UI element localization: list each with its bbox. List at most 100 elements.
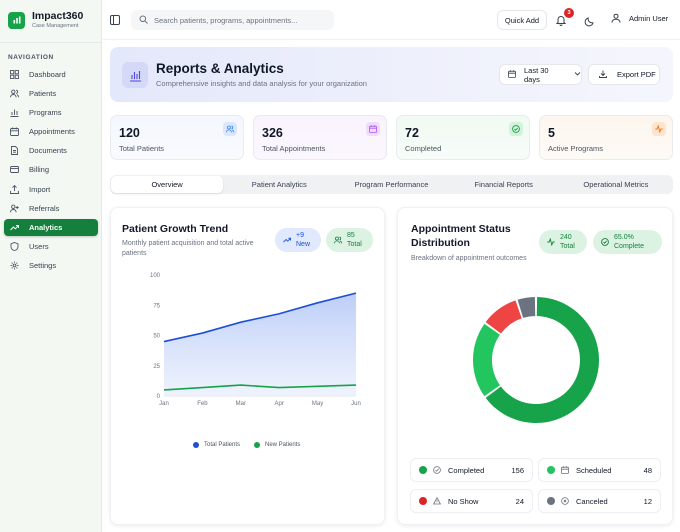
- x-tick-label: Jun: [351, 401, 361, 407]
- status-canceled: Canceled 12: [538, 489, 661, 513]
- sidebar-item-label: Billing: [29, 165, 50, 175]
- date-range-select[interactable]: Last 30 days: [499, 64, 582, 85]
- page-header: Reports & Analytics Comprehensive insigh…: [110, 47, 673, 102]
- y-tick-label: 25: [153, 364, 160, 370]
- sidebar-item-label: Users: [29, 241, 49, 251]
- tab-overview[interactable]: Overview: [111, 176, 224, 193]
- status-count: 24: [515, 496, 524, 506]
- sidebar-item-referrals[interactable]: Referrals: [4, 200, 98, 217]
- new-patients-pill: +9 New: [275, 228, 321, 252]
- bar-chart-icon: [10, 108, 19, 118]
- export-pdf-button[interactable]: Export PDF: [588, 64, 660, 85]
- card-subtitle: Monthly patient acquisition and total ac…: [122, 240, 254, 257]
- sidebar-item-label: Dashboard: [29, 70, 66, 79]
- calendar-icon: [508, 69, 516, 80]
- tab-program-performance[interactable]: Program Performance: [354, 180, 429, 189]
- sidebar-item-label: Import: [29, 184, 51, 194]
- sidebar-item-billing[interactable]: Billing: [4, 161, 98, 178]
- y-tick-label: 0: [157, 394, 161, 400]
- status-count: 12: [643, 496, 652, 506]
- bell-icon[interactable]: [555, 13, 569, 27]
- trending-up-icon: [283, 236, 291, 244]
- moon-icon[interactable]: [584, 14, 596, 27]
- date-range-value: Last 30 days: [524, 65, 549, 84]
- x-tick-label: Feb: [197, 401, 208, 407]
- chevron-down-icon: [574, 70, 581, 79]
- trending-up-icon: [10, 223, 19, 232]
- check-circle-icon: [601, 238, 609, 246]
- quick-add-button[interactable]: Quick Add: [497, 10, 547, 30]
- tab-financial-reports[interactable]: Financial Reports: [474, 180, 533, 189]
- sidebar-item-patients[interactable]: Patients: [4, 85, 98, 102]
- pill-label: 65.0% Complete: [614, 234, 644, 250]
- status-label: No Show: [448, 496, 479, 506]
- stat-value: 120: [119, 126, 140, 140]
- status-swatch: [419, 497, 427, 505]
- x-tick-label: May: [312, 401, 323, 407]
- status-scheduled: Scheduled 48: [538, 458, 661, 482]
- sidebar-item-dashboard[interactable]: Dashboard: [4, 66, 98, 83]
- card-title: Patient Growth Trend: [122, 223, 229, 235]
- total-patients-pill: 85 Total: [326, 228, 373, 252]
- donut-slice-completed: [485, 297, 599, 423]
- sidebar-item-users[interactable]: Users: [4, 238, 98, 255]
- sidebar-item-label: Referrals: [29, 203, 60, 213]
- users-icon: [10, 89, 19, 98]
- search-icon: [139, 11, 148, 29]
- y-tick-label: 50: [153, 334, 160, 340]
- logo-icon: [8, 11, 25, 29]
- sidebar-item-label: Analytics: [29, 222, 63, 232]
- sidebar-item-programs[interactable]: Programs: [4, 104, 98, 121]
- tab-operational-metrics[interactable]: Operational Metrics: [583, 180, 649, 189]
- sidebar-toggle-icon[interactable]: [109, 13, 121, 25]
- brand[interactable]: Impact360 Case Management: [8, 10, 83, 30]
- search-bar[interactable]: [131, 10, 334, 30]
- legend-new-patients: New Patients: [254, 442, 300, 448]
- topbar: Quick Add 3 Admin User: [103, 0, 680, 40]
- sidebar-item-label: Settings: [29, 260, 57, 270]
- x-tick-label: Jan: [159, 401, 169, 407]
- sidebar-item-appointments[interactable]: Appointments: [4, 123, 98, 140]
- x-tick-label: Apr: [275, 401, 284, 407]
- brand-subtitle: Case Management: [32, 23, 79, 29]
- legend-label: Total Patients: [204, 442, 241, 448]
- donut-slice-scheduled: [473, 323, 500, 397]
- status-label: Scheduled: [576, 465, 612, 475]
- sidebar-item-settings[interactable]: Settings: [4, 257, 98, 274]
- legend-label: New Patients: [265, 442, 301, 448]
- stat-label: Active Programs: [548, 144, 604, 153]
- patient-growth-chart: 0 25 50 75 100 Jan Feb Mar Apr May Jun: [150, 273, 361, 407]
- donut-slice-canceled: [517, 297, 536, 318]
- sidebar-item-import[interactable]: Import: [4, 181, 98, 198]
- legend-swatch: [193, 442, 199, 448]
- total-patients-area: [164, 293, 356, 396]
- appointment-donut-chart: [473, 297, 599, 423]
- calendar-icon: [10, 127, 19, 137]
- calendar-icon: [366, 122, 380, 136]
- sidebar-item-analytics[interactable]: Analytics: [4, 218, 98, 236]
- user-plus-icon: [10, 204, 19, 213]
- status-completed: Completed 156: [410, 458, 533, 482]
- stat-card-total-appointments: 326 Total Appointments: [253, 115, 387, 160]
- sidebar-item-label: Documents: [29, 146, 67, 156]
- status-count: 156: [511, 465, 524, 475]
- stat-card-completed: 72 Completed: [396, 115, 530, 160]
- user-icon: [611, 13, 621, 23]
- total-patients-line: [163, 292, 357, 343]
- upload-icon: [10, 184, 19, 194]
- nav-list: Dashboard Patients Programs Appointments…: [4, 66, 98, 276]
- stat-label: Total Patients: [119, 144, 165, 153]
- card-subtitle: Breakdown of appointment outcomes: [411, 255, 527, 262]
- activity-icon: [547, 238, 555, 246]
- donut-slice-no-show: [485, 300, 522, 334]
- user-menu[interactable]: Admin User: [611, 13, 668, 23]
- sidebar-item-documents[interactable]: Documents: [4, 142, 98, 159]
- credit-card-icon: [10, 165, 19, 174]
- page-subtitle: Comprehensive insights and data analysis…: [156, 79, 367, 88]
- tab-patient-analytics[interactable]: Patient Analytics: [251, 180, 307, 189]
- brand-name: Impact360: [32, 10, 84, 22]
- dashboard-icon: [10, 70, 19, 79]
- status-swatch: [547, 466, 555, 474]
- pill-label: 240 Total: [560, 234, 575, 250]
- search-input[interactable]: [154, 15, 324, 25]
